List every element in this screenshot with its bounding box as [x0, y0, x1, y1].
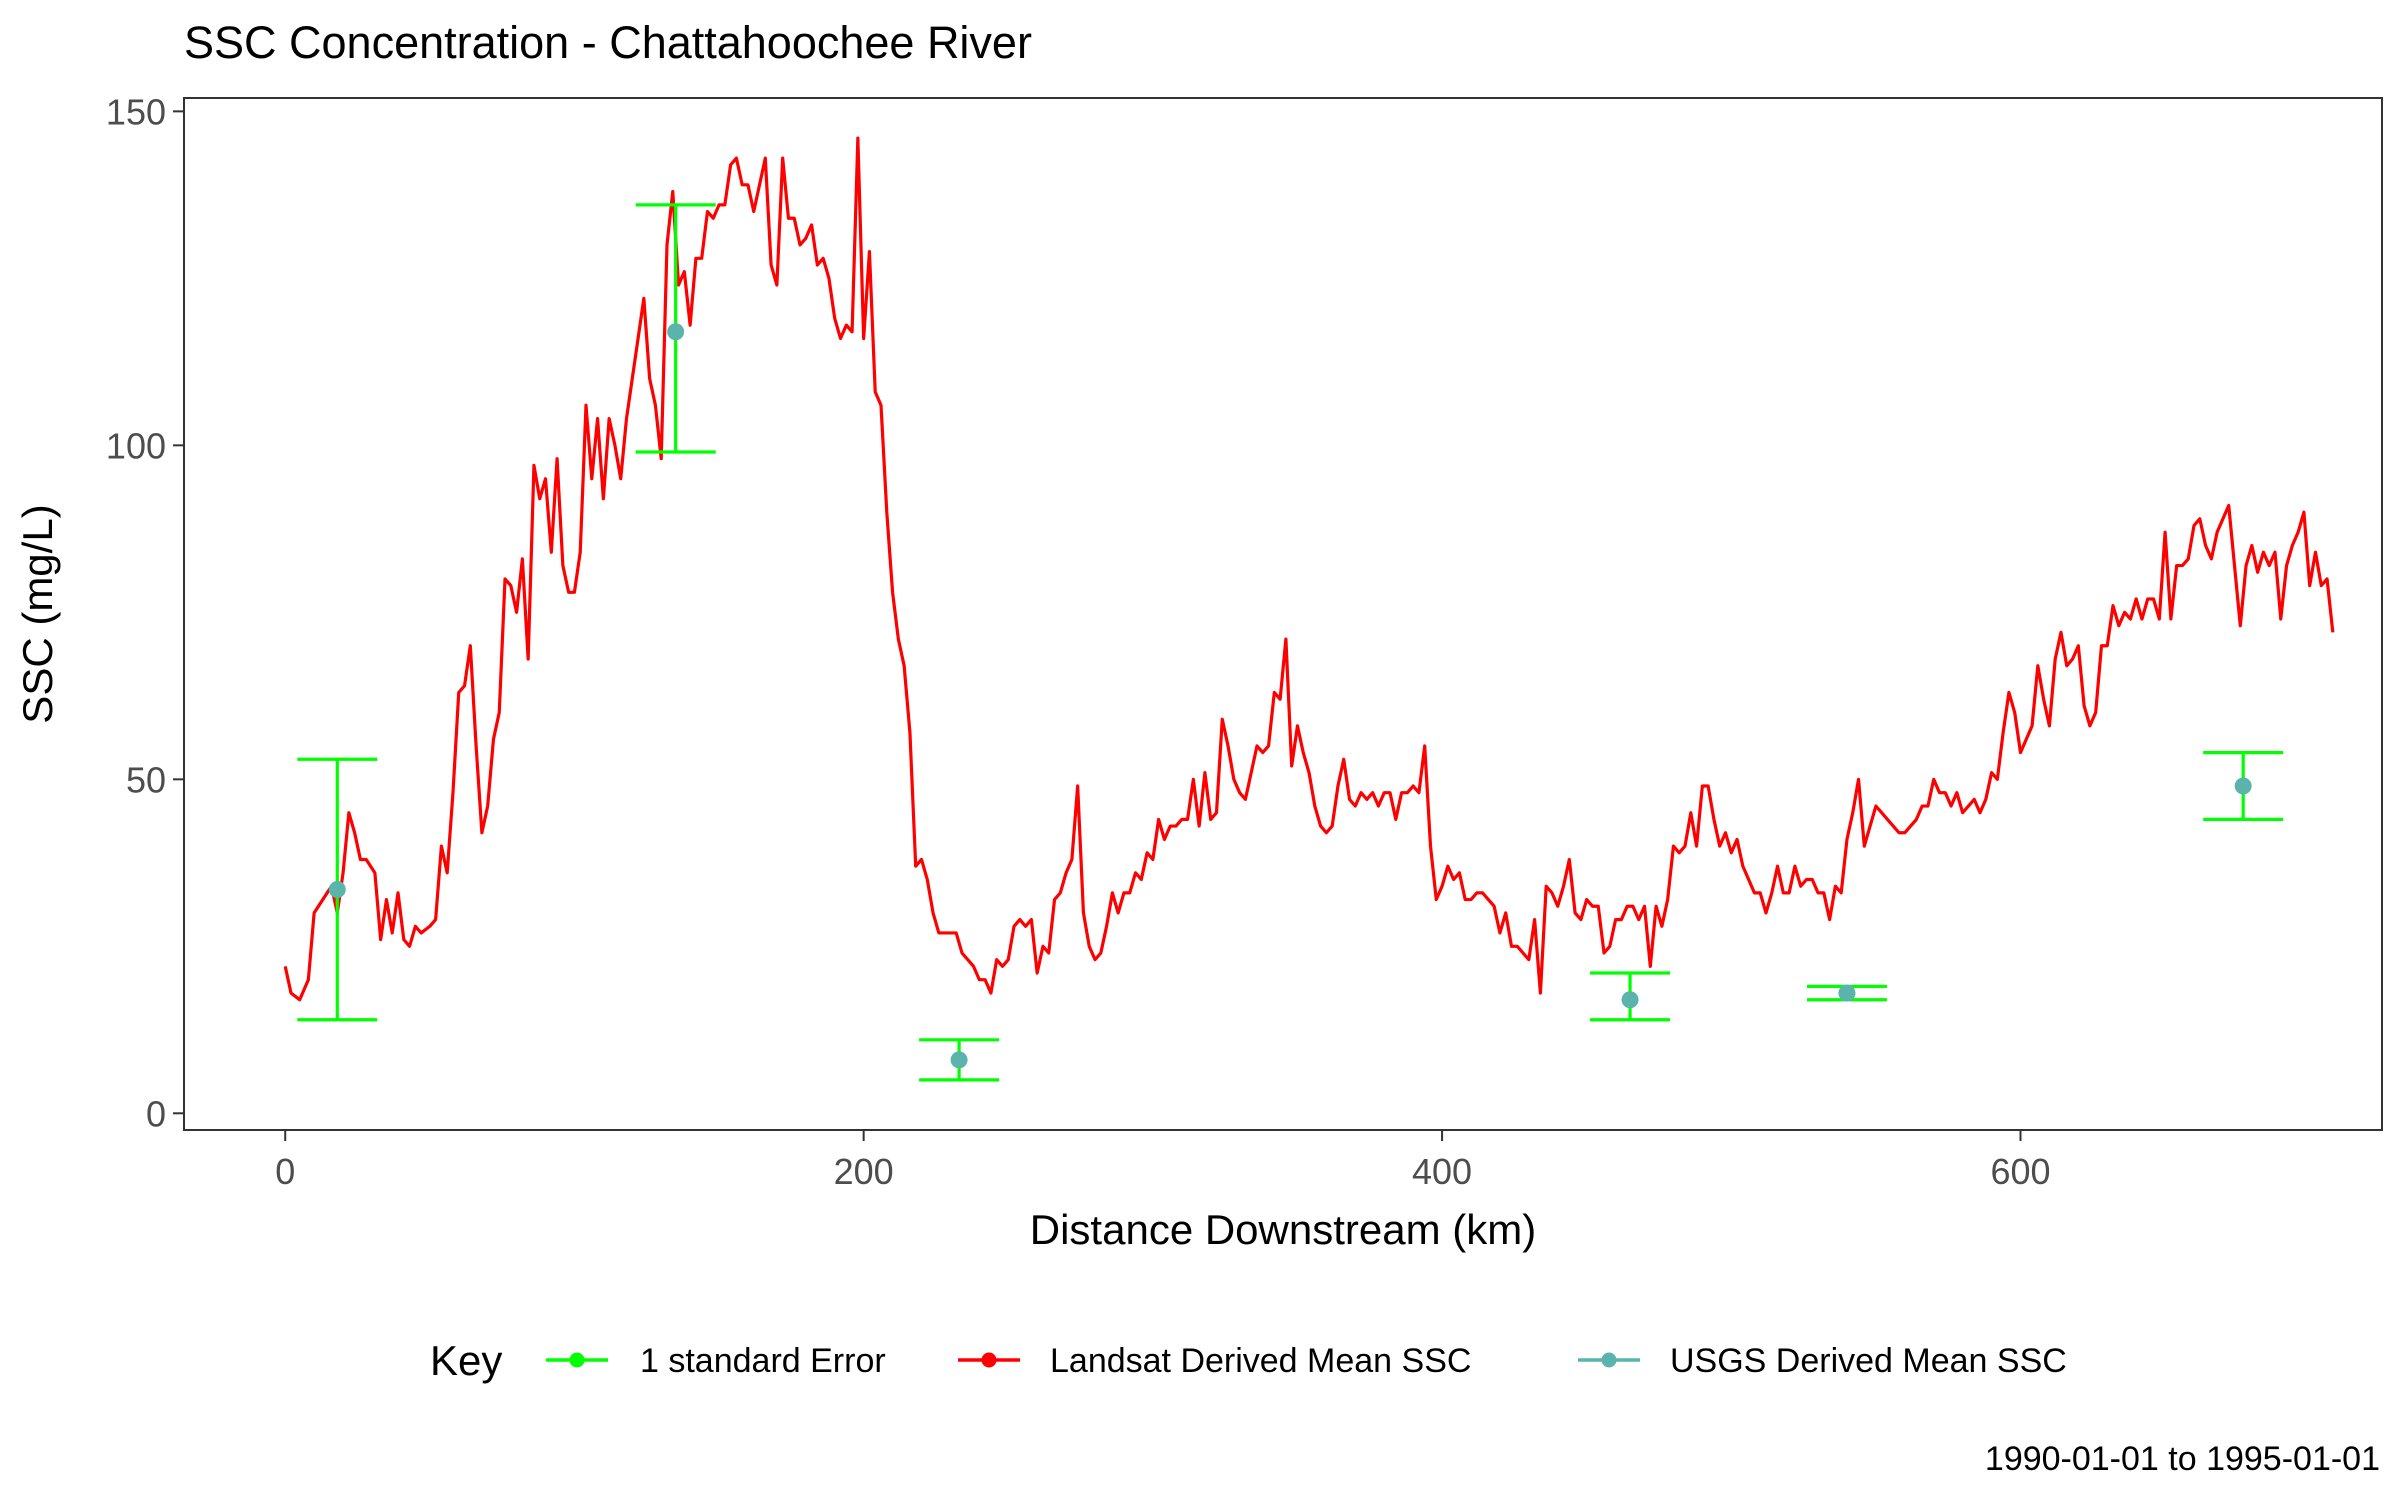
y-axis: 0 50 100 150 [106, 91, 184, 1134]
series-line-landsat-derived-mean-ssc [283, 136, 2335, 1002]
legend-item-usgs: USGS Derived Mean SSC [1578, 1342, 2067, 1380]
usgs-data-point [328, 881, 346, 899]
usgs-data-point [667, 323, 685, 341]
legend-key-landsat-dot [981, 1352, 997, 1368]
usgs-data-point [1621, 991, 1639, 1009]
legend-item-standard-error: 1 standard Error [546, 1342, 886, 1380]
legend-key-standard-error-dot [569, 1352, 585, 1368]
x-tick-label: 600 [1990, 1151, 2050, 1192]
legend: Key 1 standard Error Landsat Derived Mea… [430, 1337, 2067, 1384]
chart-title: SSC Concentration - Chattahoochee River [184, 17, 1032, 68]
y-tick-label: 150 [106, 91, 166, 132]
plot-border [183, 97, 2383, 1131]
usgs-data-point [1838, 984, 1856, 1002]
legend-item-landsat: Landsat Derived Mean SSC [958, 1342, 1471, 1380]
landsat-series-layer [283, 136, 2335, 1002]
x-axis-label: Distance Downstream (km) [1030, 1206, 1536, 1253]
usgs-data-point [950, 1051, 968, 1069]
x-tick-label: 0 [275, 1151, 295, 1192]
legend-label-usgs: USGS Derived Mean SSC [1670, 1342, 2067, 1380]
usgs-point-layer [328, 323, 2252, 1069]
y-tick-label: 50 [126, 759, 166, 800]
legend-key-usgs-dot [1601, 1352, 1617, 1368]
date-range-caption: 1990-01-01 to 1995-01-01 [1985, 1440, 2380, 1478]
y-axis-label: SSC (mg/L) [14, 504, 61, 723]
x-tick-label: 400 [1412, 1151, 1472, 1192]
y-tick-label: 100 [106, 425, 166, 466]
x-axis: 0 200 400 600 [275, 1130, 2051, 1192]
x-tick-label: 200 [834, 1151, 894, 1192]
usgs-data-point [2234, 777, 2252, 795]
legend-label-landsat: Landsat Derived Mean SSC [1050, 1342, 1471, 1380]
legend-title: Key [430, 1337, 502, 1384]
plot-area [183, 97, 2383, 1131]
legend-label-standard-error: 1 standard Error [640, 1342, 886, 1380]
y-tick-label: 0 [146, 1093, 166, 1134]
